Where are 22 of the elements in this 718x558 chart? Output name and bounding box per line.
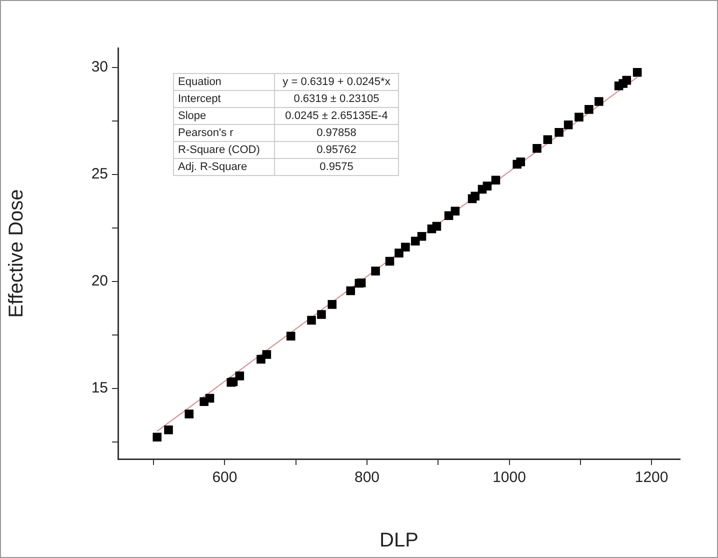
x-tick-label: 1200 <box>634 469 668 486</box>
annotation: Adj. R-Square <box>174 158 274 176</box>
y-tick-label: 25 <box>91 165 108 182</box>
annotation: R-Square (COD) <box>174 142 274 158</box>
annotation: y = 0.6319 + 0.0245*x <box>274 74 398 90</box>
x-tick-label: 800 <box>354 469 380 486</box>
x-tick-label: 600 <box>212 469 238 486</box>
x-axis-title: DLP <box>380 530 418 552</box>
annotation: 0.6319 ± 0.23105 <box>274 90 398 108</box>
y-tick-label: 15 <box>91 380 108 396</box>
annotation: Pearson's r <box>174 124 274 142</box>
annotation: Intercept <box>174 90 274 108</box>
annotation: Slope <box>174 108 274 124</box>
y-tick-label: 20 <box>91 272 108 290</box>
annotation: 0.0245 ± 2.65135E-4 <box>274 108 398 124</box>
annotation: 0.97858 <box>274 124 398 142</box>
x-tick-label: 1000 <box>492 469 526 486</box>
annotation: 0.9575 <box>274 158 398 176</box>
y-axis-title: Effective Dose <box>6 189 28 318</box>
annotation: Equation <box>174 74 274 90</box>
annotation: 0.95762 <box>274 142 398 158</box>
y-tick-label: 30 <box>91 58 108 76</box>
